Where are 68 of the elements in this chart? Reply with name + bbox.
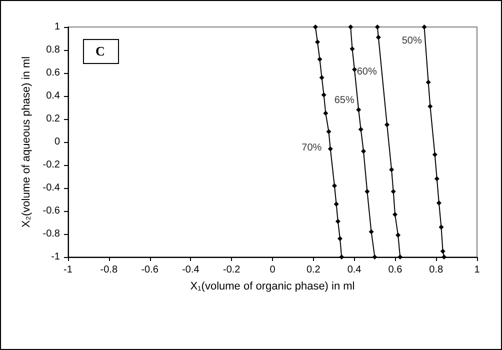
- point: [339, 254, 344, 260]
- point: [368, 229, 374, 234]
- y-tick-label: -0.6: [42, 206, 60, 216]
- point: [376, 34, 381, 40]
- point: [389, 167, 394, 172]
- point: [326, 129, 332, 134]
- annotation: 70%: [302, 142, 322, 154]
- annotation: C: [96, 44, 105, 58]
- y-tick-label: -0.4: [42, 182, 60, 194]
- point: [352, 67, 358, 72]
- annotation: 65%: [334, 95, 354, 106]
- y-axis-title: X₂(volume of aqueous phase) in ml: [20, 56, 32, 228]
- point: [358, 126, 364, 132]
- x-tick-label: -0.8: [100, 264, 118, 276]
- point: [434, 176, 440, 182]
- x-tick-label: -0.4: [182, 264, 200, 276]
- point: [392, 212, 398, 217]
- point: [428, 104, 433, 109]
- point: [356, 107, 362, 112]
- point: [390, 188, 396, 194]
- point: [332, 183, 337, 188]
- point: [334, 202, 339, 207]
- point: [328, 146, 333, 152]
- point: [323, 110, 328, 116]
- point: [337, 236, 342, 242]
- point: [396, 232, 401, 238]
- point: [361, 148, 366, 154]
- point: [364, 188, 370, 194]
- point: [440, 248, 446, 254]
- point: [422, 24, 427, 30]
- point: [436, 200, 442, 206]
- point: [312, 24, 318, 30]
- point: [426, 80, 431, 85]
- x-tick-label: 0.4: [347, 264, 362, 276]
- y-tick-label: -1: [51, 252, 60, 262]
- point: [314, 39, 320, 44]
- point: [442, 254, 447, 260]
- y-tick-label: -0.2: [42, 160, 60, 170]
- x-tick-label: -0.6: [141, 264, 159, 276]
- point: [374, 24, 380, 30]
- point: [317, 56, 322, 62]
- y-tick-label: 0.6: [46, 68, 60, 78]
- y-tick-label: 0.2: [46, 114, 60, 124]
- point: [438, 224, 444, 230]
- y-tick-label: 1: [54, 22, 60, 32]
- annotation: 60%: [356, 66, 377, 78]
- point: [319, 75, 324, 80]
- x-axis-title: X₁(volume of organic phase) in ml: [190, 280, 355, 292]
- y-tick-label: 0.4: [46, 90, 60, 102]
- x-tick-label: 0.8: [429, 264, 444, 276]
- y-tick-label: 0: [54, 136, 60, 148]
- annotation: 50%: [402, 35, 422, 46]
- x-tick-label: 0.2: [306, 264, 321, 276]
- point: [348, 24, 354, 30]
- x-tick-label: -1: [64, 264, 73, 276]
- point: [398, 254, 403, 260]
- x-tick-label: -0.2: [222, 264, 241, 276]
- x-tick-label: 0.6: [388, 264, 403, 276]
- point: [321, 92, 326, 98]
- y-tick-label: -0.8: [42, 228, 60, 240]
- x-tick-label: 1: [474, 264, 480, 276]
- point: [384, 122, 390, 128]
- x-tick-label: 0: [270, 264, 276, 276]
- point: [335, 218, 340, 224]
- point: [432, 152, 438, 158]
- point: [372, 254, 378, 260]
- point: [350, 46, 355, 52]
- y-tick-label: 0.8: [46, 44, 60, 56]
